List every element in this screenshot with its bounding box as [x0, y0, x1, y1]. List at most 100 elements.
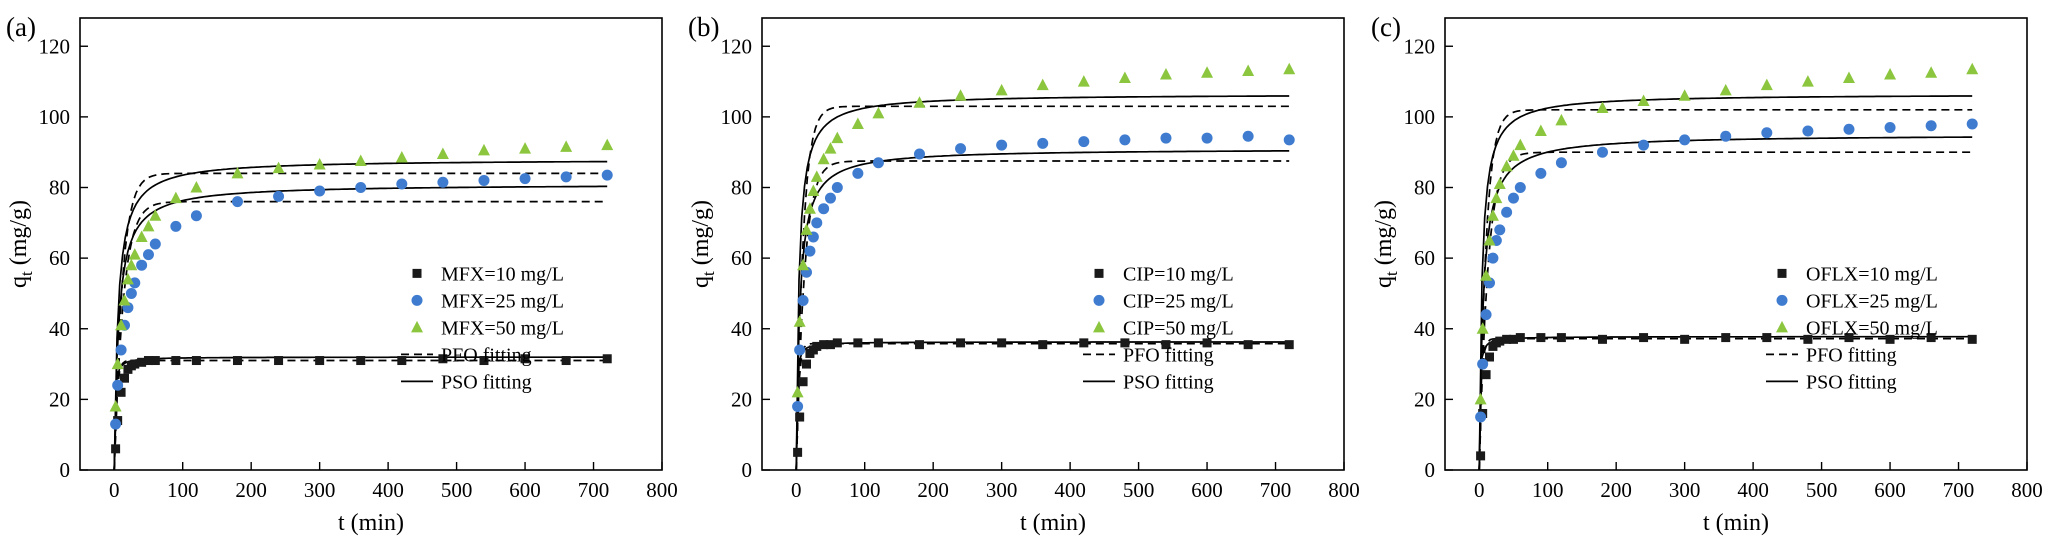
panel-label: (a) [6, 12, 36, 42]
triangle-marker [115, 318, 128, 331]
circle-marker [1555, 157, 1567, 169]
y-tick-label: 0 [742, 458, 753, 482]
triangle-marker [231, 166, 244, 179]
square-marker [1038, 340, 1048, 350]
legend-triangle-marker [1776, 320, 1789, 333]
circle-marker [142, 249, 154, 261]
circle-marker [955, 143, 967, 155]
triangle-marker [807, 184, 820, 197]
triangle-marker [560, 140, 573, 152]
series-oflx-50-mg-l [1474, 62, 1979, 405]
legend-label: CIP=25 mg/L [1123, 290, 1234, 312]
square-marker [1515, 333, 1525, 343]
triangle-marker [121, 272, 134, 285]
x-tick-label: 500 [1123, 478, 1155, 502]
square-marker [1079, 338, 1089, 348]
square-marker [520, 354, 530, 364]
circle-marker [1242, 130, 1254, 142]
x-tick-label: 600 [1874, 478, 1906, 502]
x-tick-label: 100 [849, 478, 881, 502]
square-marker [1639, 333, 1649, 343]
pso-curve-series-0 [1478, 335, 1973, 471]
axes-box [761, 17, 1345, 471]
series-oflx-25-mg-l [1475, 118, 1978, 423]
legend-label: CIP=50 mg/L [1123, 317, 1234, 339]
axes-box [79, 17, 663, 471]
x-tick-label: 700 [1943, 478, 1975, 502]
panel-label: (c) [1371, 12, 1401, 42]
triangle-marker [272, 161, 285, 174]
x-tick-label: 600 [1191, 478, 1223, 502]
circle-marker [1514, 182, 1526, 193]
y-tick-label: 120 [1404, 34, 1436, 58]
y-tick-label: 0 [1425, 458, 1436, 482]
panel-b: 0 100 200 300 400 500 600 700 800 0 20 40 60 80 100 120… [682, 0, 1364, 548]
circle-marker [231, 196, 243, 208]
triangle-marker [1801, 75, 1814, 87]
x-tick-label: 0 [791, 478, 802, 502]
triangle-marker [125, 258, 138, 271]
legend-square-marker [1094, 268, 1104, 278]
square-marker [130, 359, 140, 369]
pfo-curve-series-0 [795, 342, 1290, 471]
circle-marker [355, 182, 367, 193]
triangle-marker [1486, 209, 1499, 221]
circle-marker [1480, 309, 1492, 321]
pfo-curve-series-2 [1478, 108, 1973, 471]
pso-fit-curves [113, 160, 608, 471]
circle-marker [110, 418, 122, 430]
square-marker [1120, 338, 1130, 348]
square-marker [561, 356, 571, 366]
square-marker [956, 338, 966, 348]
series-oflx-10-mg-l [1476, 333, 1977, 461]
triangle-marker [128, 248, 141, 260]
legend-label: PFO fitting [1806, 344, 1897, 366]
circle-marker [913, 148, 925, 160]
square-marker [1476, 451, 1486, 461]
x-tick-label: 700 [1260, 478, 1292, 502]
square-marker [1803, 334, 1813, 344]
circle-marker [824, 192, 836, 204]
square-marker [143, 356, 153, 366]
circle-marker [1160, 132, 1172, 144]
y-tick-label: 40 [731, 317, 752, 341]
x-tick-label: 300 [304, 478, 336, 502]
triangle-marker [135, 230, 148, 242]
legend-label: OFLX=10 mg/L [1806, 263, 1938, 285]
square-marker [1502, 334, 1512, 344]
triangle-marker [118, 294, 131, 306]
square-marker [1243, 340, 1253, 350]
square-marker [1721, 333, 1731, 343]
legend-label: PFO fitting [441, 344, 532, 366]
triangle-marker [142, 219, 155, 232]
kinetics-chart-a: 0 100 200 300 400 500 600 700 800 0 20 40 60 80 100 120… [6, 12, 678, 536]
triangle-marker [111, 357, 124, 370]
legend-triangle-marker [411, 320, 424, 333]
triangle-marker [1514, 138, 1527, 151]
triangle-marker [1480, 269, 1493, 281]
square-marker [1495, 336, 1505, 346]
square-marker [315, 356, 325, 366]
series-cip-10-mg-l [793, 338, 1294, 457]
circle-marker [170, 220, 182, 232]
square-marker [1885, 334, 1895, 344]
triangle-marker [1760, 78, 1773, 91]
triangle-marker [477, 143, 490, 156]
circle-marker [437, 176, 449, 188]
y-tick-label: 40 [1414, 317, 1435, 341]
triangle-marker [1500, 159, 1513, 172]
triangle-marker [1596, 101, 1609, 114]
circle-marker [1720, 130, 1732, 142]
pfo-fit-curves [795, 105, 1290, 471]
circle-marker [1802, 125, 1814, 137]
triangle-marker [519, 142, 532, 154]
pfo-curve-series-1 [1478, 151, 1973, 471]
y-axis: 0 20 40 60 80 100 120 [721, 34, 770, 482]
square-marker [1556, 333, 1566, 343]
circle-marker [115, 344, 127, 356]
legend-label: MFX=10 mg/L [441, 263, 564, 285]
triangle-marker [1036, 78, 1049, 91]
triangle-marker [872, 106, 885, 119]
circle-marker [149, 238, 161, 250]
circle-marker [872, 157, 884, 169]
